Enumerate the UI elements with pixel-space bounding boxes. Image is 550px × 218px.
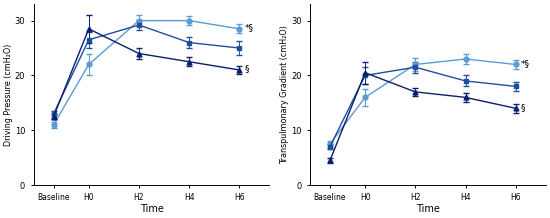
Y-axis label: Driving Pressure (cmH₂O): Driving Pressure (cmH₂O)	[4, 43, 13, 146]
Text: §: §	[244, 64, 249, 73]
X-axis label: Time: Time	[416, 204, 440, 214]
Text: §: §	[521, 103, 525, 112]
X-axis label: Time: Time	[140, 204, 163, 214]
Y-axis label: Transpulmonary Gradient (cmH₂O): Transpulmonary Gradient (cmH₂O)	[280, 25, 289, 164]
Text: *§: *§	[244, 23, 254, 32]
Text: *§: *§	[521, 59, 530, 68]
